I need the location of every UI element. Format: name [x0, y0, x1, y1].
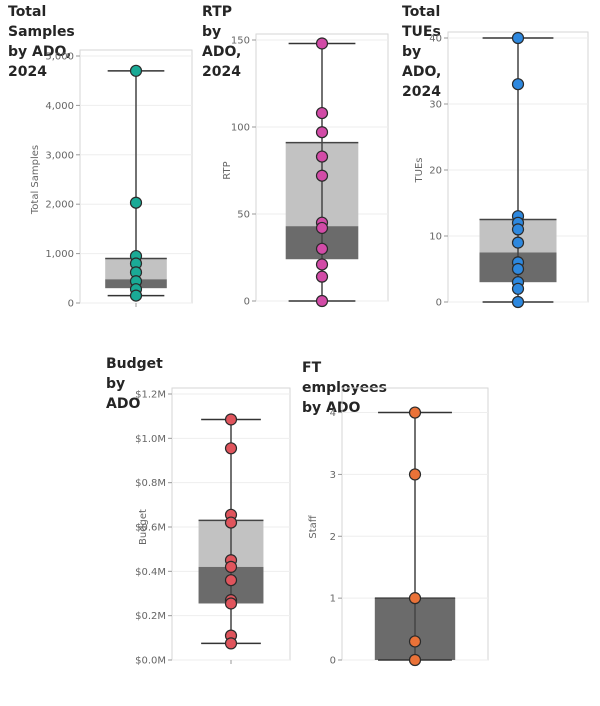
chart-title: Total TUEs by ADO, 2024 — [402, 4, 442, 100]
y-axis-label: RTP — [222, 161, 233, 179]
data-point — [224, 442, 238, 455]
y-tick-label: 2 — [330, 532, 336, 543]
y-tick-label: $1.0M — [135, 434, 166, 445]
y-tick-label: 10 — [429, 232, 442, 243]
chart-svg: 0 50 100 150 RTP — [222, 33, 389, 308]
y-tick-label: 20 — [429, 166, 442, 177]
chart-title: Total Samples by ADO, 2024 — [8, 4, 75, 80]
y-tick-label: 40 — [429, 34, 442, 45]
y-tick-label: $0.4M — [135, 567, 166, 578]
data-point — [511, 223, 525, 236]
data-point — [315, 106, 329, 120]
chart-svg: 0 10 20 30 40 TUEs — [414, 31, 589, 309]
y-tick-label: $1.2M — [135, 390, 166, 401]
y-tick-label: 50 — [237, 210, 250, 221]
y-tick-label: 1,000 — [45, 249, 74, 260]
chart-title: Budget by ADO — [106, 356, 163, 412]
data-point — [224, 413, 238, 426]
data-point — [511, 236, 525, 249]
data-point — [315, 258, 329, 271]
y-tick-label: 0 — [330, 656, 336, 667]
chart-svg: 0 1,000 2,000 3,000 4,000 5,000 Total Samples — [30, 49, 193, 310]
y-tick-label: 4,000 — [45, 101, 74, 112]
y-tick-label: 150 — [231, 36, 250, 47]
y-tick-label: $0.0M — [135, 656, 166, 667]
data-point — [511, 295, 525, 309]
chart-svg: $0.0M $0.2M $0.4M $0.6M $0.8M $1.0M $1.2M Budge… — [135, 387, 291, 667]
y-tick-label: 100 — [231, 123, 250, 134]
data-point — [315, 242, 329, 255]
data-point — [408, 468, 422, 481]
data-point — [315, 270, 329, 283]
data-point — [408, 635, 422, 648]
y-tick-label: $0.8M — [135, 478, 166, 489]
y-tick-label: 0 — [68, 299, 74, 310]
data-point — [224, 637, 238, 650]
data-point — [129, 64, 143, 77]
data-point — [511, 282, 525, 295]
data-point — [315, 126, 329, 139]
chart-title: RTP by ADO, 2024 — [202, 4, 242, 80]
y-tick-label: 3 — [330, 470, 336, 481]
data-point — [511, 262, 525, 276]
y-tick-label: $0.2M — [135, 611, 166, 622]
data-point — [224, 516, 238, 529]
data-point — [315, 294, 329, 308]
data-point — [224, 560, 238, 573]
y-tick-label: 5,000 — [45, 52, 74, 63]
y-tick-label: $0.6M — [135, 523, 166, 534]
data-point — [511, 78, 525, 91]
data-point — [315, 150, 329, 163]
data-point — [315, 169, 329, 182]
y-tick-label: 3,000 — [45, 150, 74, 161]
data-point — [408, 592, 422, 605]
data-point — [224, 574, 238, 587]
data-point — [408, 406, 422, 419]
data-point — [224, 597, 238, 610]
data-point — [129, 196, 143, 209]
y-axis-label: Budget — [138, 509, 149, 545]
data-point — [511, 31, 525, 45]
y-tick-label: 2,000 — [45, 200, 74, 211]
chart-svg: 0 1 2 3 4 Staff — [308, 387, 489, 667]
y-tick-label: 0 — [244, 297, 250, 308]
y-axis-label: TUEs — [414, 158, 425, 184]
y-axis-label: Staff — [308, 514, 319, 538]
y-axis-label: Total Samples — [30, 145, 41, 215]
y-tick-label: 30 — [429, 100, 442, 111]
y-tick-label: 0 — [436, 298, 442, 309]
data-point — [408, 653, 422, 667]
data-point — [129, 289, 143, 302]
data-point — [315, 37, 329, 50]
y-tick-label: 4 — [330, 408, 336, 419]
data-point — [315, 221, 329, 235]
y-tick-label: 1 — [330, 594, 336, 605]
